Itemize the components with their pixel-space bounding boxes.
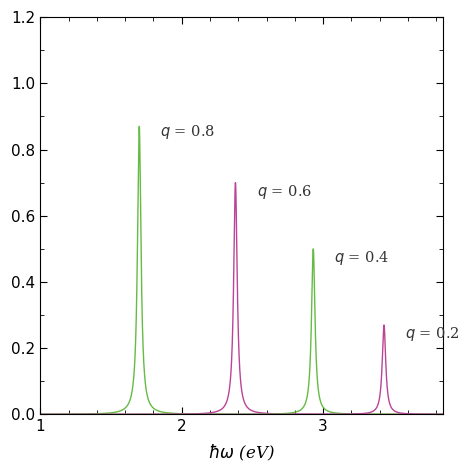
Text: $q$ = 0.6: $q$ = 0.6	[256, 182, 312, 201]
Text: $q$ = 0.2: $q$ = 0.2	[405, 325, 459, 343]
X-axis label: $\hbar\omega$ (eV): $\hbar\omega$ (eV)	[209, 443, 275, 463]
Text: $q$ = 0.8: $q$ = 0.8	[161, 123, 215, 141]
Text: $q$ = 0.4: $q$ = 0.4	[335, 249, 390, 267]
